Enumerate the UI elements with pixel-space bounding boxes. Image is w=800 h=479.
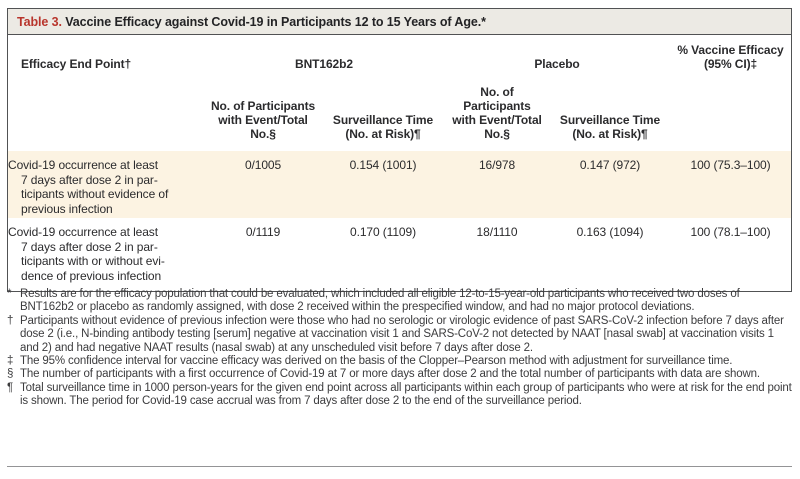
footnote-text: The number of participants with a first … [20, 368, 760, 381]
footnote-symbol: ‡ [7, 355, 14, 368]
bnt-surveillance-value: 0.154 (1001) [349, 158, 417, 172]
table-row: Covid-19 occurrence at least 7 days afte… [8, 151, 791, 218]
bnt-events-value: 0/1005 [244, 158, 282, 172]
footnote-symbol: * [7, 288, 12, 300]
subheader-bnt-events: No. of Participants with Event/Total No.… [210, 99, 316, 141]
footnote-text: Results are for the efficacy population … [20, 288, 740, 314]
placebo-surveillance-value: 0.163 (1094) [576, 225, 644, 239]
footnote-text: The 95% confidence interval for vaccine … [20, 355, 733, 368]
vaccine-efficacy-value: 100 (78.1–100) [690, 225, 771, 239]
group-header-placebo: Placebo [534, 57, 580, 71]
footnotes: * Results are for the efficacy populatio… [7, 288, 792, 409]
table-title-bar: Table 3. Vaccine Efficacy against Covid-… [8, 9, 791, 35]
footnote-double-dagger: ‡ The 95% confidence interval for vaccin… [7, 355, 792, 368]
table-number-label: Table 3. [17, 15, 62, 29]
col-header-vaccine-efficacy: % Vaccine Efficacy (95% CI)‡ [677, 43, 784, 71]
footnote-symbol: † [7, 314, 14, 327]
group-header-bnt162b2: BNT162b2 [295, 57, 353, 71]
footnote-text: Participants without evidence of previou… [20, 314, 784, 354]
footnote-symbol: § [7, 368, 14, 381]
table-header: Efficacy End Point† BNT162b2 Placebo % V… [8, 35, 791, 151]
footnote-symbol: ¶ [7, 381, 14, 394]
bottom-rule [7, 466, 792, 467]
placebo-surveillance-value: 0.147 (972) [579, 158, 641, 172]
footnote-dagger: † Participants without evidence of previ… [7, 315, 792, 355]
placebo-events-value: 16/978 [478, 158, 516, 172]
subheader-bnt-surveillance: Surveillance Time (No. at Risk)¶ [332, 113, 434, 141]
table-title-text: Vaccine Efficacy against Covid-19 in Par… [61, 15, 486, 29]
subheader-placebo-events: No. of Participants with Event/Total No.… [452, 85, 542, 141]
subheader-placebo-surveillance: Surveillance Time (No. at Risk)¶ [559, 113, 661, 141]
footnote-pilcrow: ¶ Total surveillance time in 1000 person… [7, 382, 792, 409]
bnt-surveillance-value: 0.170 (1109) [350, 225, 416, 239]
footnote-asterisk: * Results are for the efficacy populatio… [7, 288, 792, 315]
endpoint-label: Covid-19 occurrence at least 7 days afte… [8, 158, 169, 216]
footnote-section: § The number of participants with a firs… [7, 368, 792, 381]
footnote-text: Total surveillance time in 1000 person-y… [20, 381, 792, 408]
endpoint-label: Covid-19 occurrence at least 7 days afte… [8, 225, 165, 283]
table3-box: Table 3. Vaccine Efficacy against Covid-… [7, 8, 792, 292]
vaccine-efficacy-value: 100 (75.3–100) [690, 158, 771, 172]
col-header-efficacy-end-point: Efficacy End Point† [21, 57, 132, 71]
placebo-events-value: 18/1110 [476, 225, 518, 239]
table-row: Covid-19 occurrence at least 7 days afte… [8, 218, 791, 291]
bnt-events-value: 0/1119 [245, 225, 281, 239]
